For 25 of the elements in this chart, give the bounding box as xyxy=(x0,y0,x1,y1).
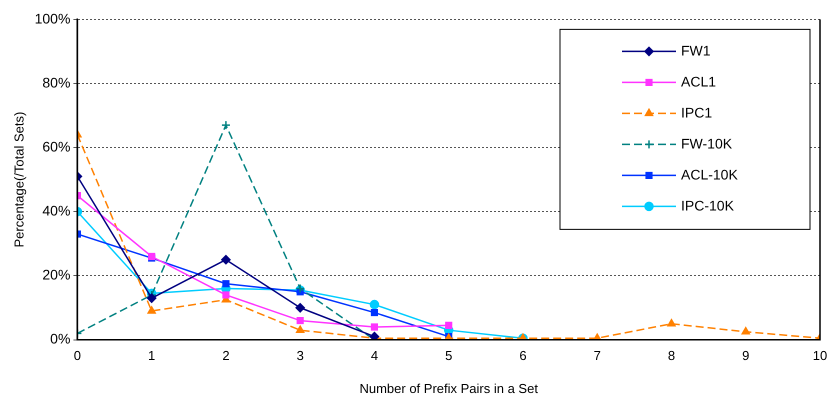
x-tick-label: 10 xyxy=(812,348,828,364)
x-tick-label: 4 xyxy=(370,348,378,364)
y-tick-label: 20% xyxy=(42,266,70,283)
x-tick-label: 3 xyxy=(296,348,304,364)
x-axis-title: Number of Prefix Pairs in a Set xyxy=(359,380,538,396)
y-tick-label: 100% xyxy=(34,10,70,26)
legend-label: FW1 xyxy=(681,42,711,58)
x-tick-label: 1 xyxy=(148,348,156,364)
y-tick-label: 0% xyxy=(50,330,70,347)
legend-label: ACL1 xyxy=(681,73,716,90)
x-tick-label: 5 xyxy=(445,348,452,364)
legend-label: ACL-10K xyxy=(681,166,738,182)
y-axis-title: Percentage(/Total Sets) xyxy=(11,112,26,248)
legend-label: IPC-10K xyxy=(681,197,735,214)
x-tick-label: 0 xyxy=(74,348,82,364)
x-tick-label: 6 xyxy=(519,348,527,364)
y-tick-label: 80% xyxy=(42,74,70,90)
x-tick-label: 8 xyxy=(668,348,676,364)
y-tick-label: 40% xyxy=(42,202,70,218)
legend-label: FW-10K xyxy=(681,135,733,152)
x-tick-label: 9 xyxy=(742,348,750,364)
x-tick-label: 7 xyxy=(594,348,601,364)
y-tick-label: 60% xyxy=(42,138,70,154)
x-tick-label: 2 xyxy=(222,348,230,364)
legend-label: IPC1 xyxy=(681,104,712,120)
